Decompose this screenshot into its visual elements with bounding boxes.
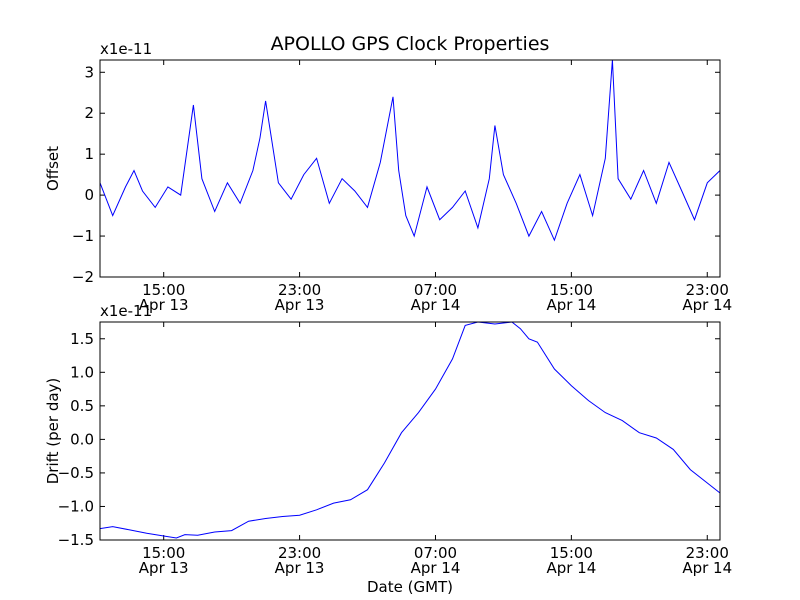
drift-panel: x1e-11 Drift (per day) Date (GMT) −1.5−1… [44, 302, 732, 596]
x-tick-hour-label: 15:00 [550, 544, 593, 562]
y-tick-label: 1.0 [70, 363, 94, 381]
x-tick-date-label: Apr 14 [411, 296, 461, 314]
x-tick-date-label: Apr 14 [411, 559, 461, 577]
x-tick-date-label: Apr 13 [139, 296, 189, 314]
drift-y-ticks: −1.5 −1.0 −0.5 0.0 0.5 1.0 1.5 [58, 330, 720, 549]
offset-exponent-label: x1e-11 [100, 40, 152, 58]
y-tick-label: 1 [84, 145, 94, 163]
drift-x-axis-label: Date (GMT) [367, 578, 453, 596]
x-tick-hour-label: 23:00 [278, 281, 321, 299]
x-tick-date-label: Apr 14 [682, 296, 732, 314]
y-tick-label: 1.5 [70, 330, 94, 348]
x-tick-hour-label: 15:00 [142, 281, 185, 299]
y-tick-label: 0.5 [70, 397, 94, 415]
y-tick-label: 2 [84, 104, 94, 122]
x-tick-date-label: Apr 13 [275, 296, 325, 314]
x-tick-date-label: Apr 13 [275, 559, 325, 577]
x-tick-hour-label: 07:00 [414, 281, 457, 299]
offset-series-line [99, 59, 721, 242]
x-tick-hour-label: 15:00 [142, 544, 185, 562]
x-tick-date-label: Apr 14 [546, 559, 596, 577]
x-tick-hour-label: 23:00 [278, 544, 321, 562]
y-tick-label: −1.5 [58, 531, 94, 549]
y-tick-label: 3 [84, 63, 94, 81]
y-tick-label: −2 [72, 268, 94, 286]
x-tick-date-label: Apr 13 [139, 559, 189, 577]
y-tick-label: −0.5 [58, 464, 94, 482]
x-tick-hour-label: 07:00 [414, 544, 457, 562]
drift-exponent-label: x1e-11 [100, 302, 152, 320]
offset-y-axis-label: Offset [44, 146, 62, 191]
x-tick-date-label: Apr 14 [682, 559, 732, 577]
y-tick-label: 0 [84, 186, 94, 204]
y-tick-label: −1.0 [58, 497, 94, 515]
x-tick-hour-label: 15:00 [550, 281, 593, 299]
drift-series-line [99, 321, 721, 539]
offset-plot-frame [99, 59, 721, 278]
drift-plot-frame [99, 321, 721, 541]
offset-y-ticks: −2 −1 0 1 2 3 [72, 63, 720, 286]
y-tick-label: 0.0 [70, 430, 94, 448]
x-tick-date-label: Apr 14 [546, 296, 596, 314]
x-tick-hour-label: 23:00 [686, 544, 729, 562]
chart-title: APOLLO GPS Clock Properties [271, 33, 550, 55]
drift-y-axis-label: Drift (per day) [44, 378, 62, 485]
x-tick-hour-label: 23:00 [686, 281, 729, 299]
y-tick-label: −1 [72, 227, 94, 245]
